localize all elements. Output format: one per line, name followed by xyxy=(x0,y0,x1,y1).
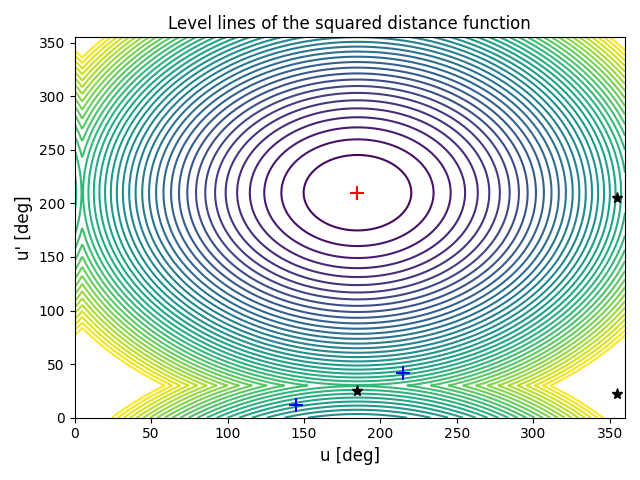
X-axis label: u [deg]: u [deg] xyxy=(320,447,380,465)
Y-axis label: u' [deg]: u' [deg] xyxy=(15,195,33,260)
Title: Level lines of the squared distance function: Level lines of the squared distance func… xyxy=(168,15,531,33)
